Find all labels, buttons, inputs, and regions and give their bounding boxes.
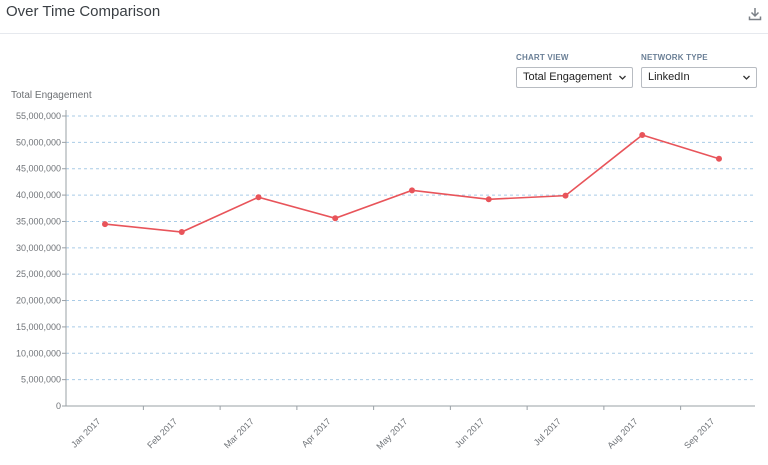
series-line-group [102, 131, 722, 235]
x-tick-label: Jun 2017 [453, 416, 486, 449]
grid-lines [66, 115, 755, 381]
x-tick-label: Feb 2017 [145, 416, 179, 450]
chart-view-label: CHART VIEW [516, 53, 569, 62]
y-tick-label: 5,000,000 [21, 375, 61, 385]
y-tick-label: 20,000,000 [16, 296, 61, 306]
network-type-select[interactable]: LinkedIn [641, 67, 757, 88]
x-tick-label: May 2017 [374, 416, 409, 451]
network-type-label: NETWORK TYPE [641, 53, 708, 62]
data-point [485, 196, 492, 203]
y-tick-label: 55,000,000 [16, 111, 61, 121]
y-tick-label: 25,000,000 [16, 269, 61, 279]
data-point [562, 192, 569, 199]
y-tick-label: 30,000,000 [16, 243, 61, 253]
y-axis-title: Total Engagement [11, 90, 92, 101]
panel-header: Over Time Comparison [0, 0, 768, 34]
chart-view-select[interactable]: Total Engagement [516, 67, 633, 88]
data-point [178, 229, 185, 235]
x-tick-label: Jan 2017 [69, 416, 102, 449]
data-point [639, 131, 646, 138]
x-tick-label: Apr 2017 [300, 416, 333, 449]
chevron-down-icon [743, 75, 750, 80]
chevron-down-icon [619, 75, 626, 80]
x-tick-label: Jul 2017 [532, 416, 563, 447]
axes: 0 5,000,000 10,000,000 15,000,000 20,000,000… [16, 110, 755, 451]
y-tick-label: 40,000,000 [16, 190, 61, 200]
x-tick-label: Aug 2017 [605, 416, 639, 450]
y-tick-label: 10,000,000 [16, 348, 61, 358]
network-type-value: LinkedIn [648, 71, 690, 83]
y-tick-label: 15,000,000 [16, 322, 61, 332]
data-point [409, 187, 415, 194]
panel-title: Over Time Comparison [6, 3, 161, 20]
data-point [255, 194, 262, 201]
series-line [104, 134, 720, 233]
data-point [716, 155, 722, 162]
data-point [332, 215, 339, 222]
x-tick-label: Sep 2017 [682, 416, 716, 450]
y-tick-label: 45,000,000 [16, 164, 61, 174]
download-icon[interactable] [746, 5, 764, 23]
y-tick-label: 35,000,000 [16, 216, 61, 226]
y-tick-label: 0 [56, 401, 61, 411]
chart-view-value: Total Engagement [523, 71, 612, 83]
y-tick-label: 50,000,000 [16, 137, 61, 147]
x-tick-label: Mar 2017 [222, 416, 256, 450]
data-point [102, 221, 108, 228]
